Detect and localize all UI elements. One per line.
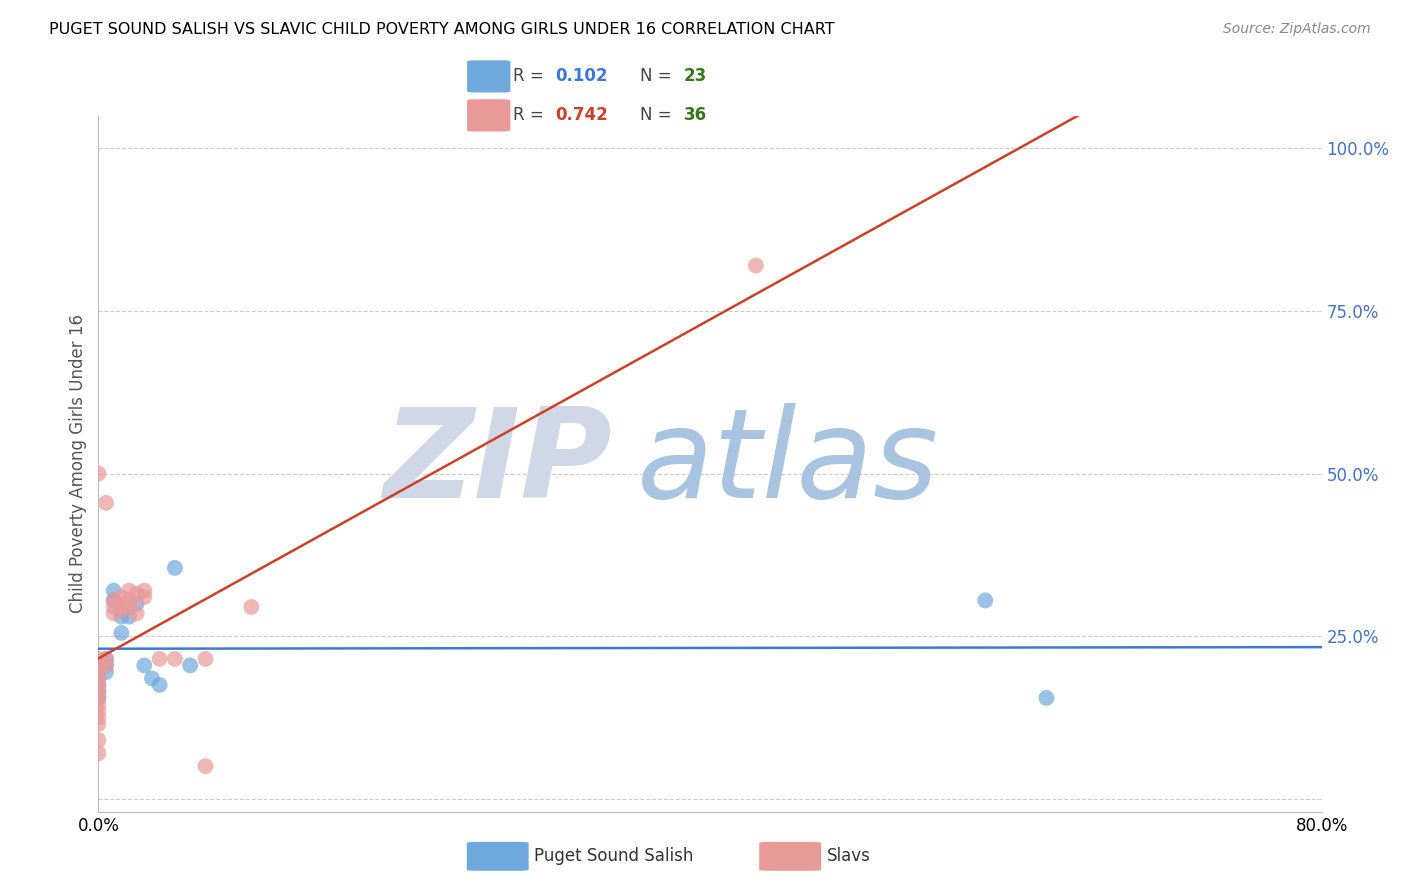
- Point: [87, 690, 110, 705]
- Point: [94, 658, 117, 673]
- Point: [125, 607, 148, 621]
- Point: [118, 599, 141, 614]
- Point: [149, 652, 172, 666]
- Point: [94, 658, 117, 673]
- Point: [87, 658, 110, 673]
- FancyBboxPatch shape: [759, 842, 821, 871]
- Point: [87, 746, 110, 760]
- Point: [94, 496, 117, 510]
- Text: Slavs: Slavs: [827, 847, 870, 865]
- Point: [118, 593, 141, 607]
- Point: [974, 593, 997, 607]
- Text: 0.102: 0.102: [555, 68, 607, 86]
- Text: R =: R =: [513, 106, 550, 124]
- Point: [87, 658, 110, 673]
- Point: [103, 593, 125, 607]
- Point: [163, 561, 186, 575]
- Point: [94, 652, 117, 666]
- Point: [194, 652, 217, 666]
- Point: [87, 684, 110, 698]
- Text: ZIP: ZIP: [384, 403, 612, 524]
- Text: N =: N =: [640, 68, 678, 86]
- Point: [87, 678, 110, 692]
- Point: [240, 599, 263, 614]
- Point: [94, 652, 117, 666]
- Point: [87, 665, 110, 679]
- Point: [125, 597, 148, 611]
- Point: [149, 678, 172, 692]
- Point: [94, 665, 117, 679]
- Point: [103, 607, 125, 621]
- Point: [134, 658, 156, 673]
- Point: [87, 698, 110, 712]
- Point: [134, 590, 156, 604]
- Point: [1035, 690, 1057, 705]
- FancyBboxPatch shape: [467, 842, 529, 871]
- Text: 36: 36: [683, 106, 707, 124]
- Point: [87, 717, 110, 731]
- Point: [194, 759, 217, 773]
- Text: 0.742: 0.742: [555, 106, 607, 124]
- Point: [103, 583, 125, 598]
- Point: [110, 609, 132, 624]
- FancyBboxPatch shape: [467, 61, 510, 93]
- Point: [87, 665, 110, 679]
- Text: 23: 23: [683, 68, 707, 86]
- FancyBboxPatch shape: [467, 99, 510, 131]
- Text: Puget Sound Salish: Puget Sound Salish: [534, 847, 693, 865]
- Point: [87, 678, 110, 692]
- Point: [87, 710, 110, 724]
- Point: [118, 583, 141, 598]
- Point: [163, 652, 186, 666]
- Point: [87, 672, 110, 686]
- Text: atlas: atlas: [637, 403, 939, 524]
- Text: Source: ZipAtlas.com: Source: ZipAtlas.com: [1223, 22, 1371, 37]
- Point: [87, 652, 110, 666]
- Point: [125, 587, 148, 601]
- Point: [134, 583, 156, 598]
- Text: R =: R =: [513, 68, 550, 86]
- Point: [110, 603, 132, 617]
- Point: [745, 259, 768, 273]
- Point: [87, 704, 110, 718]
- Point: [87, 672, 110, 686]
- Point: [110, 597, 132, 611]
- Y-axis label: Child Poverty Among Girls Under 16: Child Poverty Among Girls Under 16: [69, 314, 87, 614]
- Text: PUGET SOUND SALISH VS SLAVIC CHILD POVERTY AMONG GIRLS UNDER 16 CORRELATION CHAR: PUGET SOUND SALISH VS SLAVIC CHILD POVER…: [49, 22, 835, 37]
- Point: [87, 733, 110, 747]
- Point: [87, 684, 110, 698]
- Point: [179, 658, 201, 673]
- Point: [87, 690, 110, 705]
- Text: N =: N =: [640, 106, 678, 124]
- Point: [141, 672, 163, 686]
- Point: [118, 609, 141, 624]
- Point: [110, 590, 132, 604]
- Point: [110, 626, 132, 640]
- Point: [110, 603, 132, 617]
- Point: [103, 599, 125, 614]
- Point: [103, 593, 125, 607]
- Point: [87, 467, 110, 481]
